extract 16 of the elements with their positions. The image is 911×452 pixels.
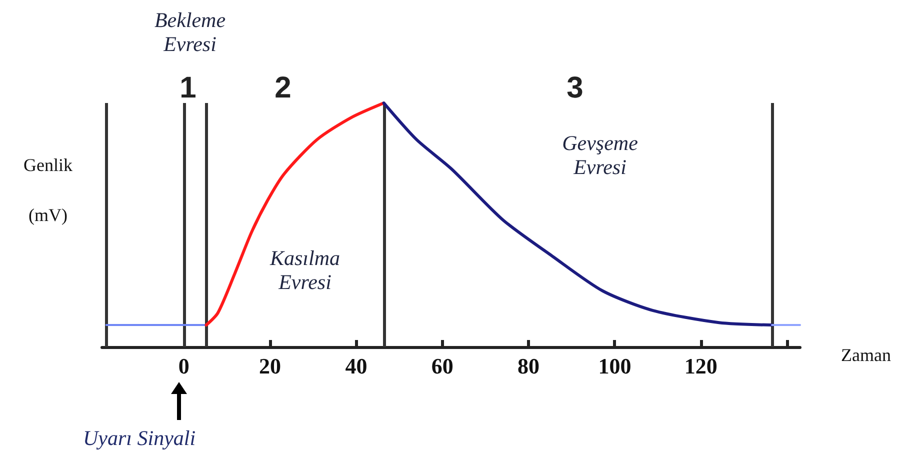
x-tick-label: 80 <box>518 354 540 378</box>
x-tick-label: 100 <box>598 354 632 378</box>
x-axis-title: Zaman <box>841 345 891 365</box>
annotation: Gevşeme Evresi <box>562 131 638 179</box>
x-tick-label: 20 <box>259 354 282 378</box>
x-tick-label: 0 <box>178 354 190 378</box>
annotation: Kasılma Evresi <box>268 246 340 294</box>
annotation: 2 <box>274 72 292 104</box>
x-tick-label: 120 <box>684 354 718 378</box>
text: Bekleme Evresi <box>154 8 226 56</box>
annotation: 3 <box>566 72 584 104</box>
annotation: 1 <box>180 72 196 104</box>
text: Genlik (mV) <box>24 155 72 225</box>
x-tick-label: 60 <box>431 354 454 378</box>
x-tick-label: 40 <box>345 354 368 378</box>
text: Uyarı Sinyali <box>83 426 196 450</box>
